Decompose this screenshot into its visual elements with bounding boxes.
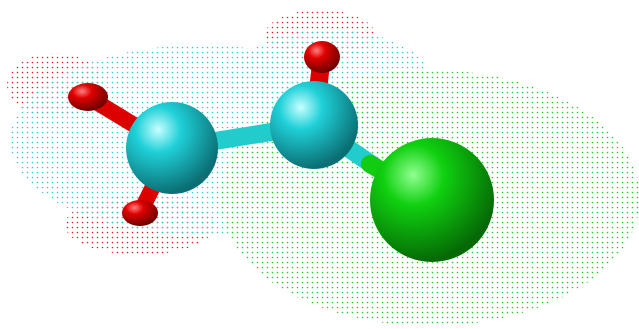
molecule-view	[0, 0, 639, 329]
body	[0, 0, 639, 329]
chlorine-atom	[370, 138, 494, 262]
oxygen-atom	[122, 200, 158, 226]
oxygen-atom	[68, 83, 108, 111]
carbon-atom	[126, 102, 218, 194]
carbon-atom	[270, 81, 358, 169]
page: Molecule {} html, body { margin: 0; padd…	[0, 0, 639, 329]
oxygen-atom	[304, 41, 340, 73]
